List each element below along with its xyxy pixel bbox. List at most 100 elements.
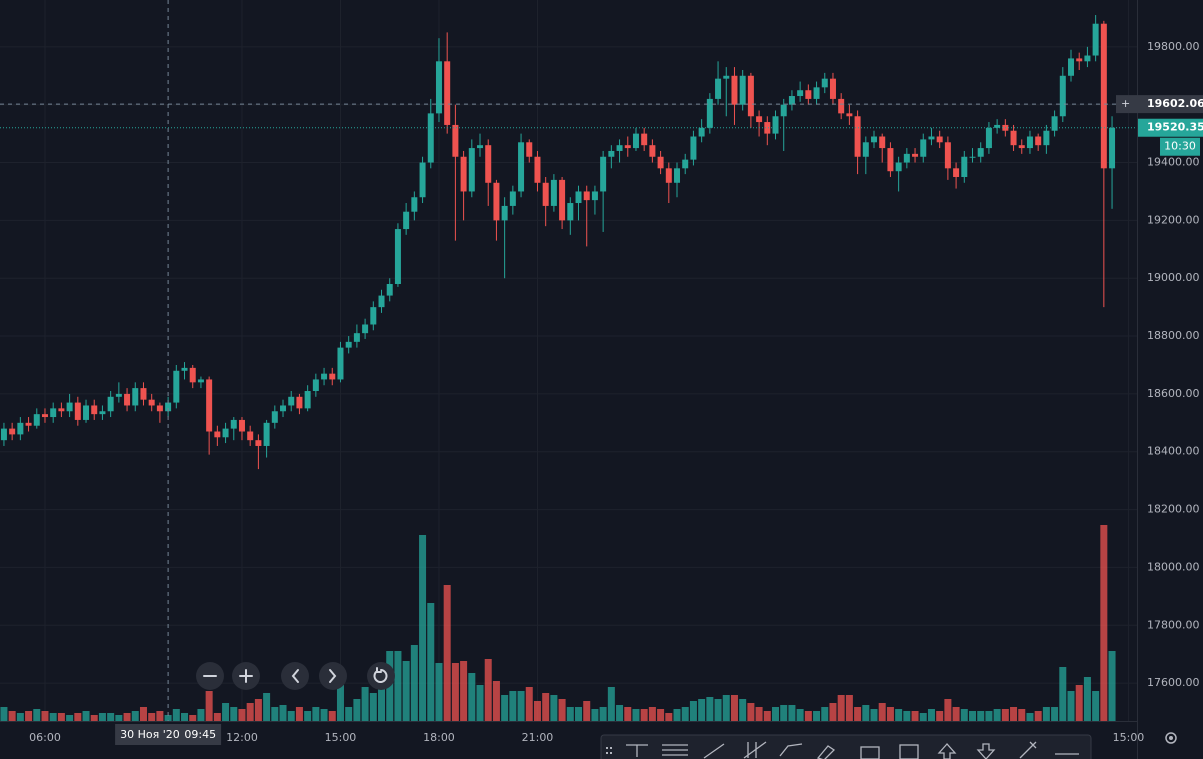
candle-body: [378, 295, 385, 308]
volume-bar: [476, 685, 484, 721]
candle-body: [977, 148, 984, 157]
volume-bar: [607, 687, 615, 721]
volume-bar: [1010, 707, 1018, 721]
volume-bar: [985, 711, 993, 721]
volume-bar: [903, 711, 911, 721]
candle-body: [189, 367, 196, 383]
y-tick-label: 18000.00: [1147, 560, 1200, 573]
tool-arrow-down[interactable]: [976, 743, 996, 759]
candle-body: [181, 367, 188, 371]
candle-body: [608, 150, 615, 157]
volume-bar: [804, 711, 812, 721]
reset-button[interactable]: [367, 662, 395, 690]
volume-bar: [90, 715, 98, 721]
candle-body: [871, 136, 878, 143]
volume-bar: [254, 699, 262, 721]
tool-rectangle[interactable]: [860, 746, 880, 759]
candle-body: [969, 156, 976, 158]
volume-bar: [878, 703, 886, 721]
candle-body: [1018, 145, 1025, 149]
candle-body: [66, 402, 73, 412]
volume-bar: [550, 695, 558, 721]
candle-body: [115, 393, 122, 397]
volume-bar: [911, 711, 919, 721]
volume-bar: [468, 673, 476, 721]
volume-bar: [993, 709, 1001, 721]
candle-body: [887, 148, 894, 172]
candle-body: [829, 78, 836, 99]
y-tick-label: 19200.00: [1147, 213, 1200, 226]
candle-body: [370, 307, 377, 325]
tool-line[interactable]: [703, 743, 725, 759]
volume-bar: [312, 707, 320, 721]
scroll-left-button[interactable]: [281, 662, 309, 690]
candle-body: [550, 179, 557, 206]
volume-bar: [969, 711, 977, 721]
volume-bar: [238, 709, 246, 721]
candle-body: [263, 422, 270, 446]
volume-bar: [123, 713, 131, 721]
volume-bar: [115, 715, 123, 721]
candle-body: [91, 405, 98, 415]
tool-brush[interactable]: [816, 745, 836, 759]
volume-bar: [164, 715, 172, 721]
volume-bar: [1083, 677, 1091, 721]
zoom-out-button[interactable]: [196, 662, 224, 690]
crosshair-plus: +: [1121, 97, 1130, 110]
volume-bar: [763, 711, 771, 721]
scroll-right-button[interactable]: [319, 662, 347, 690]
volume-bar: [271, 707, 279, 721]
volume-bar: [304, 711, 312, 721]
tool-trendline[interactable]: [626, 744, 648, 757]
x-tick-label: 12:00: [226, 731, 258, 744]
tool-path[interactable]: [779, 743, 803, 757]
volume-bar: [813, 711, 821, 721]
candle-body: [649, 145, 656, 157]
candle-body: [345, 341, 352, 348]
candle-body: [944, 142, 951, 169]
volume-bar: [82, 711, 90, 721]
candle-body: [657, 156, 664, 169]
candle-body: [846, 113, 853, 117]
candle-body: [985, 127, 992, 149]
price-axis: [1137, 0, 1203, 759]
candle-body: [715, 78, 722, 99]
candle-body: [329, 373, 336, 380]
zoom-in-button[interactable]: [232, 662, 260, 690]
overlay: [0, 0, 1137, 721]
candle-body: [706, 98, 713, 128]
crosshair-time-bg: [115, 724, 222, 745]
tool-pin[interactable]: [1019, 741, 1037, 759]
volume-bar: [205, 691, 213, 721]
y-tick-label: 18600.00: [1147, 387, 1200, 400]
volume-bar: [845, 695, 853, 721]
tool-hlines[interactable]: [662, 744, 688, 756]
volume-bar: [131, 711, 139, 721]
tool-arrow-up[interactable]: [937, 743, 957, 759]
y-tick-label: 17800.00: [1147, 618, 1200, 631]
tool-fib[interactable]: [743, 741, 767, 759]
volume-bar: [57, 713, 65, 721]
volume-bar: [870, 709, 878, 721]
candle-body: [895, 162, 902, 172]
toolbar-handle[interactable]: [606, 747, 612, 754]
candle-body: [1010, 130, 1017, 146]
candle-body: [920, 139, 927, 157]
volume-bar: [730, 695, 738, 721]
volume-bar: [287, 711, 295, 721]
countdown-label: 10:30: [1164, 140, 1196, 153]
candle-body: [312, 379, 319, 392]
volume-bar: [98, 713, 106, 721]
volume-bar: [1018, 709, 1026, 721]
tool-rotated-rect[interactable]: [899, 744, 919, 759]
volume-bar: [181, 713, 189, 721]
candle-body: [698, 127, 705, 137]
volume-bar: [279, 705, 287, 721]
volume-bar: [755, 707, 763, 721]
candle-body: [1059, 75, 1066, 117]
last-price-bg: [1138, 118, 1203, 137]
settings-button[interactable]: [1165, 732, 1177, 744]
volume-bar: [886, 707, 894, 721]
x-tick-label: 06:00: [29, 731, 61, 744]
